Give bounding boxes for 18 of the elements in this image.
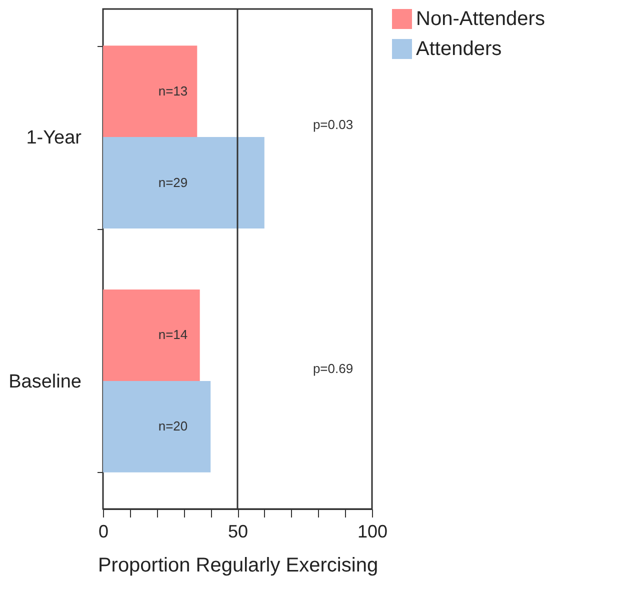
bar: [103, 46, 198, 138]
y-tick-label: 1-Year: [26, 128, 82, 149]
annotation: n=29: [158, 174, 188, 190]
x-axis-title: Proportion Regularly Exercising: [98, 554, 378, 576]
y-tick-label: Baseline: [8, 371, 82, 392]
annotation: p=0.03: [312, 117, 354, 132]
x-tick-label: 100: [357, 522, 388, 542]
bar: [103, 137, 264, 229]
x-tick-label: 0: [98, 522, 109, 542]
annotation: n=13: [158, 83, 188, 98]
legend-label: Non-Attenders: [416, 8, 545, 30]
legend-label: Attenders: [416, 38, 502, 60]
annotation: n=20: [158, 418, 188, 434]
bar: [103, 289, 200, 381]
bar: [103, 380, 211, 472]
x-tick-label: 50: [228, 522, 248, 542]
annotation: n=14: [158, 327, 188, 342]
annotation: p=0.69: [312, 360, 354, 376]
